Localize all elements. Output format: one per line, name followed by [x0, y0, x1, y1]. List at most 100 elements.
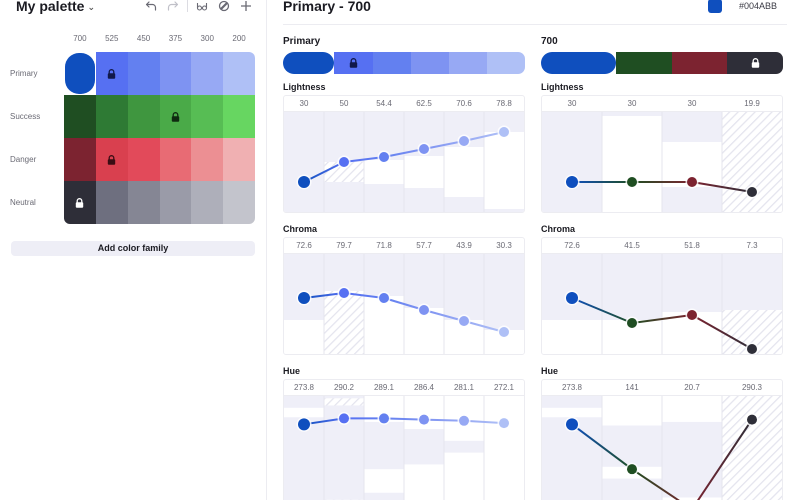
swatch-primary-300[interactable]: [191, 52, 224, 95]
chart-value-label[interactable]: 281.1: [453, 383, 475, 392]
chart-point[interactable]: [339, 288, 349, 298]
swatch-success-525[interactable]: [95, 95, 128, 138]
swatch-primary-700[interactable]: [64, 52, 96, 95]
add-button[interactable]: [235, 0, 257, 13]
chart-point[interactable]: [419, 414, 429, 425]
swatch-neutral-300[interactable]: [191, 181, 224, 224]
family-strip-swatch-5[interactable]: [486, 52, 525, 74]
family-strip-swatch-2[interactable]: [372, 52, 411, 74]
chart-value-label[interactable]: 54.4: [376, 99, 392, 108]
family-strip-swatch-3[interactable]: [410, 52, 449, 74]
chart-plot[interactable]: [542, 112, 782, 212]
chart-point[interactable]: [499, 418, 509, 429]
chart-point[interactable]: [298, 176, 310, 188]
swatch-neutral-375[interactable]: [159, 181, 192, 224]
chart-point[interactable]: [339, 413, 349, 424]
chart-value-label[interactable]: 286.4: [413, 383, 435, 392]
chart-point[interactable]: [379, 293, 389, 303]
swatch-primary-525[interactable]: [95, 52, 128, 95]
chart-value-label[interactable]: 70.6: [456, 99, 472, 108]
chart-value-label[interactable]: 50: [339, 99, 349, 108]
chart-point[interactable]: [298, 418, 310, 431]
swatch-neutral-700[interactable]: [64, 181, 96, 224]
chart-point[interactable]: [419, 305, 429, 315]
chart-plot[interactable]: [542, 254, 782, 354]
chart-point[interactable]: [499, 127, 509, 137]
chart-plot[interactable]: [284, 254, 524, 354]
chart-value-label[interactable]: 71.8: [376, 241, 392, 250]
chart-value-label[interactable]: 290.3: [741, 383, 763, 392]
chart-value-label[interactable]: 20.7: [684, 383, 700, 392]
chart-point[interactable]: [459, 136, 469, 146]
swatch-success-700[interactable]: [64, 95, 96, 138]
chart-point[interactable]: [459, 316, 469, 326]
swatch-primary-450[interactable]: [127, 52, 160, 95]
swatch-danger-200[interactable]: [223, 138, 255, 181]
chart-point[interactable]: [627, 464, 637, 475]
chart-value-label[interactable]: 141: [625, 383, 639, 392]
chart-point[interactable]: [747, 344, 757, 354]
swatch-primary-200[interactable]: [223, 52, 255, 95]
chart-point[interactable]: [419, 144, 429, 154]
family-label-success[interactable]: Success: [10, 112, 41, 121]
family-strip-swatch-4[interactable]: [448, 52, 487, 74]
chart-point[interactable]: [747, 187, 757, 197]
shade-strip-swatch-2[interactable]: [671, 52, 728, 74]
colorblind-simulation-button[interactable]: [191, 0, 213, 13]
chart-value-label[interactable]: 273.8: [293, 383, 315, 392]
swatch-danger-375[interactable]: [159, 138, 192, 181]
swatch-success-450[interactable]: [127, 95, 160, 138]
swatch-danger-300[interactable]: [191, 138, 224, 181]
swatch-success-200[interactable]: [223, 95, 255, 138]
chart-value-label[interactable]: 273.8: [561, 383, 583, 392]
chart-value-label[interactable]: 290.2: [333, 383, 355, 392]
swatch-neutral-450[interactable]: [127, 181, 160, 224]
current-color-swatch[interactable]: [708, 0, 722, 13]
chart-value-label[interactable]: 30: [687, 99, 697, 108]
chart-point[interactable]: [627, 177, 637, 187]
chart-value-label[interactable]: 30.3: [496, 241, 512, 250]
chart-point[interactable]: [298, 292, 310, 304]
chart-plot[interactable]: [542, 396, 782, 500]
shade-strip-swatch-0[interactable]: [541, 52, 617, 74]
chart-point[interactable]: [566, 176, 578, 188]
family-label-danger[interactable]: Danger: [10, 155, 37, 164]
current-hex-value[interactable]: #004ABB: [739, 1, 778, 11]
chart-plot[interactable]: [284, 396, 524, 500]
swatch-primary-375[interactable]: [159, 52, 192, 95]
chart-point[interactable]: [339, 157, 349, 167]
chart-point[interactable]: [747, 414, 757, 425]
chart-point[interactable]: [459, 415, 469, 426]
swatch-danger-450[interactable]: [127, 138, 160, 181]
swatch-neutral-525[interactable]: [95, 181, 128, 224]
chart-value-label[interactable]: 78.8: [496, 99, 512, 108]
family-label-neutral[interactable]: Neutral: [10, 198, 36, 207]
shade-strip-swatch-1[interactable]: [616, 52, 672, 74]
palette-name-dropdown[interactable]: My palette ⌄: [16, 0, 95, 14]
shade-strip-swatch-3[interactable]: [727, 52, 783, 74]
chart-point[interactable]: [687, 177, 697, 187]
chart-value-label[interactable]: 79.7: [336, 241, 352, 250]
chart-value-label[interactable]: 289.1: [373, 383, 395, 392]
chart-point[interactable]: [687, 310, 697, 320]
chart-point[interactable]: [379, 413, 389, 424]
chart-point[interactable]: [627, 318, 637, 328]
chart-point[interactable]: [566, 418, 578, 431]
chart-value-label[interactable]: 7.3: [746, 241, 758, 250]
chart-value-label[interactable]: 30: [299, 99, 309, 108]
family-strip-swatch-1[interactable]: [334, 52, 373, 74]
chart-value-label[interactable]: 272.1: [493, 383, 515, 392]
redo-button[interactable]: [162, 0, 184, 13]
chart-value-label[interactable]: 57.7: [416, 241, 432, 250]
add-color-family-button[interactable]: Add color family: [11, 241, 255, 256]
chart-value-label[interactable]: 51.8: [684, 241, 700, 250]
chart-value-label[interactable]: 72.6: [564, 241, 580, 250]
chart-value-label[interactable]: 30: [567, 99, 577, 108]
swatch-success-300[interactable]: [191, 95, 224, 138]
chart-value-label[interactable]: 43.9: [456, 241, 472, 250]
chart-value-label[interactable]: 30: [627, 99, 637, 108]
chart-value-label[interactable]: 41.5: [624, 241, 640, 250]
chart-value-label[interactable]: 62.5: [416, 99, 432, 108]
chart-point[interactable]: [379, 152, 389, 162]
chart-point[interactable]: [499, 327, 509, 337]
